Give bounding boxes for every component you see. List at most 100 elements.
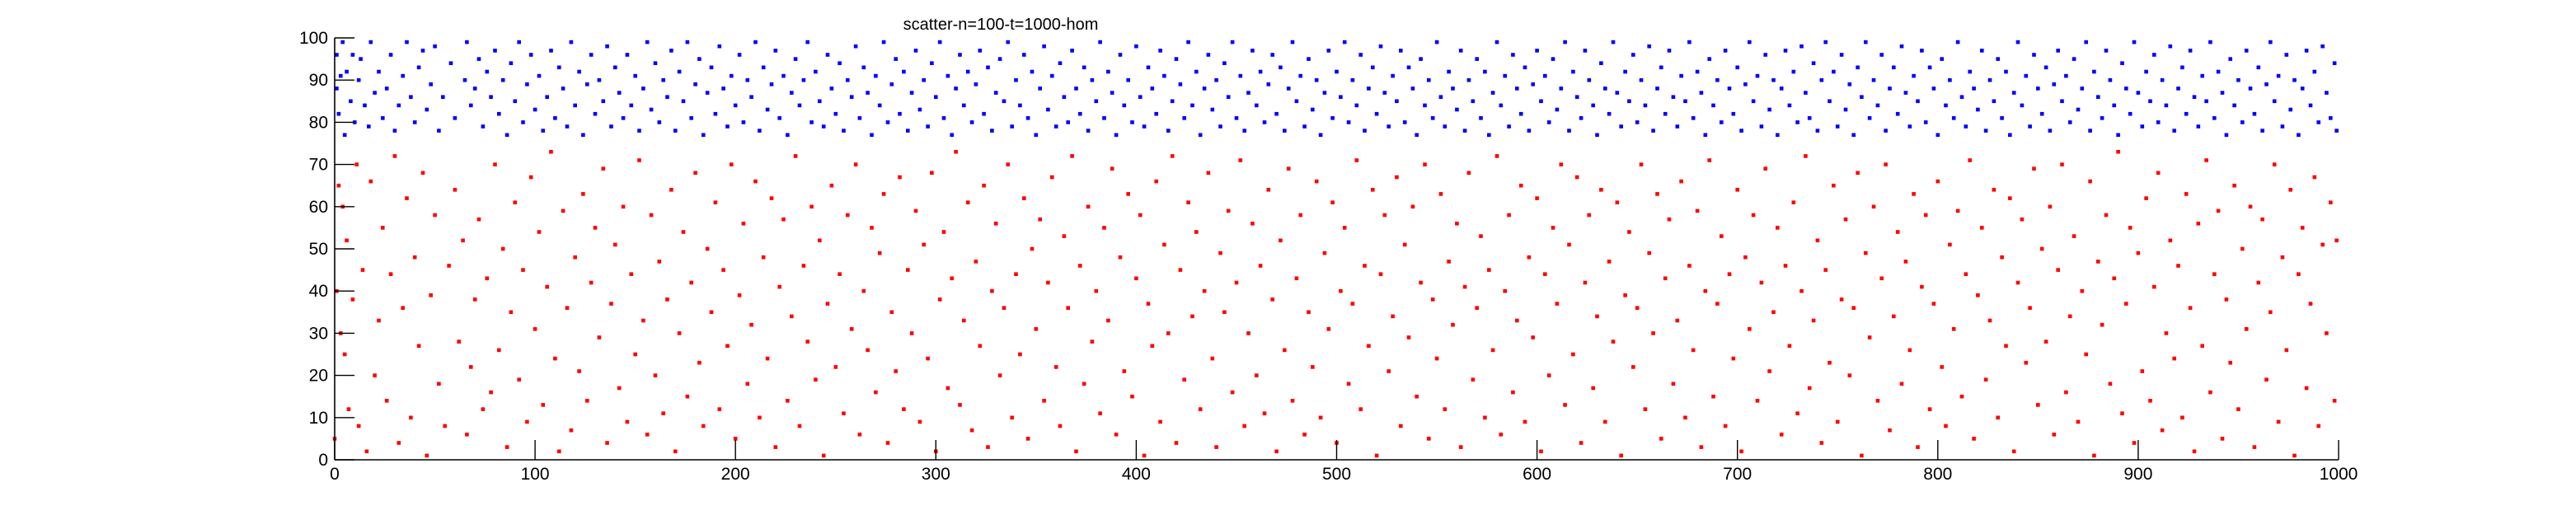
blue-point-416 [1987, 77, 1992, 82]
red-point-173 [1014, 272, 1018, 276]
blue-point-226 [1226, 95, 1231, 99]
red-point-68 [593, 226, 598, 230]
red-point-25 [416, 344, 421, 349]
blue-point-489 [2280, 124, 2285, 129]
blue-point-208 [1154, 111, 1158, 116]
blue-point-201 [1126, 77, 1130, 82]
red-point-285 [1462, 284, 1467, 289]
blue-point-27 [420, 49, 425, 53]
blue-point-53 [533, 107, 537, 112]
red-point-228 [1234, 280, 1239, 285]
blue-point-390 [1884, 129, 1888, 133]
red-point-49 [517, 377, 521, 382]
blue-point-250 [1322, 91, 1327, 95]
red-point-450 [2124, 302, 2128, 306]
blue-point-261 [1367, 87, 1371, 91]
blue-point-330 [1643, 103, 1648, 108]
blue-point-323 [1615, 91, 1620, 95]
red-point-79 [637, 158, 641, 162]
blue-point-386 [1867, 116, 1872, 120]
blue-point-223 [1214, 77, 1218, 82]
red-point-397 [1912, 192, 1916, 196]
blue-point-262 [1371, 65, 1375, 70]
red-point-469 [2200, 344, 2204, 349]
red-point-226 [1226, 208, 1231, 213]
red-point-15 [377, 318, 381, 323]
y-tick-label-100: 100 [299, 29, 328, 48]
x-tick-label-500: 500 [1322, 465, 1351, 484]
blue-point-424 [2020, 103, 2025, 108]
red-point-114 [777, 284, 781, 289]
blue-point-109 [758, 129, 762, 133]
red-point-379 [1839, 297, 1844, 302]
blue-point-382 [1851, 133, 1856, 138]
blue-point-33 [448, 61, 453, 65]
blue-point-84 [657, 120, 662, 124]
blue-point-320 [1603, 87, 1607, 91]
red-point-259 [1358, 407, 1363, 411]
blue-point-247 [1311, 107, 1315, 112]
red-point-452 [2132, 441, 2137, 445]
red-point-230 [1242, 424, 1246, 428]
x-tick-label-1000: 1000 [2320, 465, 2358, 484]
red-point-189 [1078, 264, 1082, 268]
red-point-217 [1190, 314, 1194, 319]
blue-point-100 [721, 87, 725, 91]
blue-point-219 [1198, 133, 1203, 138]
red-point-467 [2192, 449, 2197, 454]
red-point-330 [1643, 407, 1648, 411]
blue-point-92 [689, 116, 693, 120]
blue-point-206 [1146, 65, 1151, 70]
blue-point-34 [453, 116, 457, 120]
red-point-80 [641, 318, 645, 323]
blue-point-248 [1314, 77, 1319, 82]
blue-point-295 [1503, 73, 1507, 78]
red-point-46 [504, 445, 509, 449]
red-point-434 [2060, 162, 2064, 166]
red-point-457 [2152, 284, 2156, 289]
red-point-380 [1843, 217, 1848, 222]
blue-point-202 [1130, 120, 1134, 124]
red-point-248 [1314, 179, 1319, 184]
red-point-376 [1828, 360, 1832, 365]
blue-point-197 [1110, 91, 1114, 95]
red-point-453 [2136, 250, 2141, 255]
blue-point-30 [433, 44, 437, 49]
red-point-465 [2184, 192, 2189, 196]
blue-point-58 [553, 116, 557, 120]
blue-point-117 [790, 91, 794, 95]
blue-point-463 [2176, 87, 2180, 91]
blue-point-385 [1864, 40, 1868, 44]
blue-point-485 [2264, 82, 2269, 87]
red-point-324 [1619, 453, 1623, 458]
red-point-252 [1330, 200, 1335, 204]
red-point-313 [1574, 175, 1579, 180]
blue-point-145 [902, 69, 906, 74]
blue-point-54 [537, 73, 542, 78]
y-tick-label-90: 90 [309, 71, 328, 90]
blue-point-483 [2256, 65, 2261, 70]
blue-point-150 [922, 77, 926, 82]
blue-point-282 [1451, 87, 1455, 91]
red-point-344 [1699, 445, 1704, 449]
red-point-318 [1595, 314, 1599, 319]
red-point-216 [1186, 200, 1190, 204]
red-point-28 [429, 293, 433, 297]
red-point-341 [1687, 264, 1692, 268]
blue-point-490 [2284, 53, 2289, 57]
blue-point-138 [874, 73, 878, 78]
blue-point-63 [573, 103, 577, 108]
red-point-90 [681, 230, 686, 234]
blue-point-263 [1374, 111, 1379, 116]
blue-point-225 [1222, 61, 1227, 65]
blue-point-39 [476, 57, 481, 61]
blue-point-387 [1871, 77, 1876, 82]
red-point-401 [1927, 407, 1932, 411]
red-point-345 [1703, 288, 1708, 293]
blue-point-301 [1527, 129, 1532, 133]
red-point-237 [1270, 297, 1274, 302]
red-point-421 [2008, 196, 2012, 200]
blue-point-113 [773, 49, 778, 53]
blue-point-345 [1703, 133, 1708, 138]
blue-point-205 [1142, 124, 1147, 129]
